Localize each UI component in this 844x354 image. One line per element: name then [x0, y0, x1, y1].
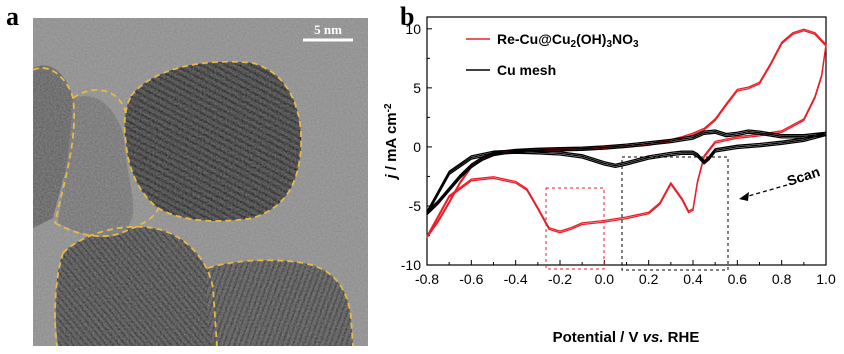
y-tick-label: 10 [405, 21, 421, 37]
legend-label-re-cu: Re-Cu@Cu2(OH)3NO3 [497, 31, 639, 50]
series-line-re-cu [426, 28, 827, 237]
legend: Re-Cu@Cu2(OH)3NO3 Cu mesh [466, 31, 639, 78]
plot-frame [426, 16, 827, 266]
panel-letter-b: b [400, 2, 415, 31]
scale-bar-label: 5 nm [314, 22, 342, 37]
x-tick-label: -0.4 [504, 271, 528, 287]
x-tick-labels: -0.8 -0.6 -0.4 -0.2 0.0 0.2 0.4 0.6 0.8 1.0 [415, 271, 836, 287]
x-tick-label: 0.2 [639, 271, 659, 287]
y-tick-label: -5 [409, 198, 422, 214]
y-tick-label: 5 [413, 80, 421, 96]
highlight-box-black [621, 156, 729, 271]
scan-arrow [739, 184, 788, 201]
y-axis-title: j / mA cm-2 [383, 103, 400, 180]
x-tick-label: -0.8 [415, 271, 439, 287]
x-axis-title: Potential / V vs. RHE [553, 329, 700, 346]
highlight-box-red [545, 187, 605, 270]
y-tick-labels: -10 -5 0 5 10 [401, 21, 421, 273]
panel-letter-a: a [6, 2, 19, 31]
series-line-cu-mesh [426, 130, 827, 214]
x-tick-label: 0.0 [595, 271, 615, 287]
cv-chart: -0.8 -0.6 -0.4 -0.2 0.0 0.2 0.4 0.6 0.8 1.0 -10 -5… [383, 16, 836, 346]
series-layer [426, 28, 827, 239]
x-tick-label: 0.6 [728, 271, 748, 287]
particle-outlines [33, 60, 354, 346]
x-tick-label: 0.4 [683, 271, 703, 287]
x-tick-label: 1.0 [816, 271, 836, 287]
y-tick-label: -10 [401, 257, 421, 273]
tem-micrograph: 5 nm [33, 18, 368, 346]
legend-label-cu-mesh: Cu mesh [497, 62, 556, 78]
series-line-cu-mesh [426, 129, 827, 213]
x-tick-label: -0.6 [459, 271, 483, 287]
x-tick-label: 0.8 [772, 271, 792, 287]
x-tick-label: -0.2 [548, 271, 572, 287]
y-tick-label: 0 [413, 139, 421, 155]
scan-annotation: Scan [785, 163, 822, 189]
series-line-cu-mesh [426, 132, 827, 216]
series-line-re-cu [426, 30, 827, 239]
highlight-boxes [545, 156, 729, 271]
